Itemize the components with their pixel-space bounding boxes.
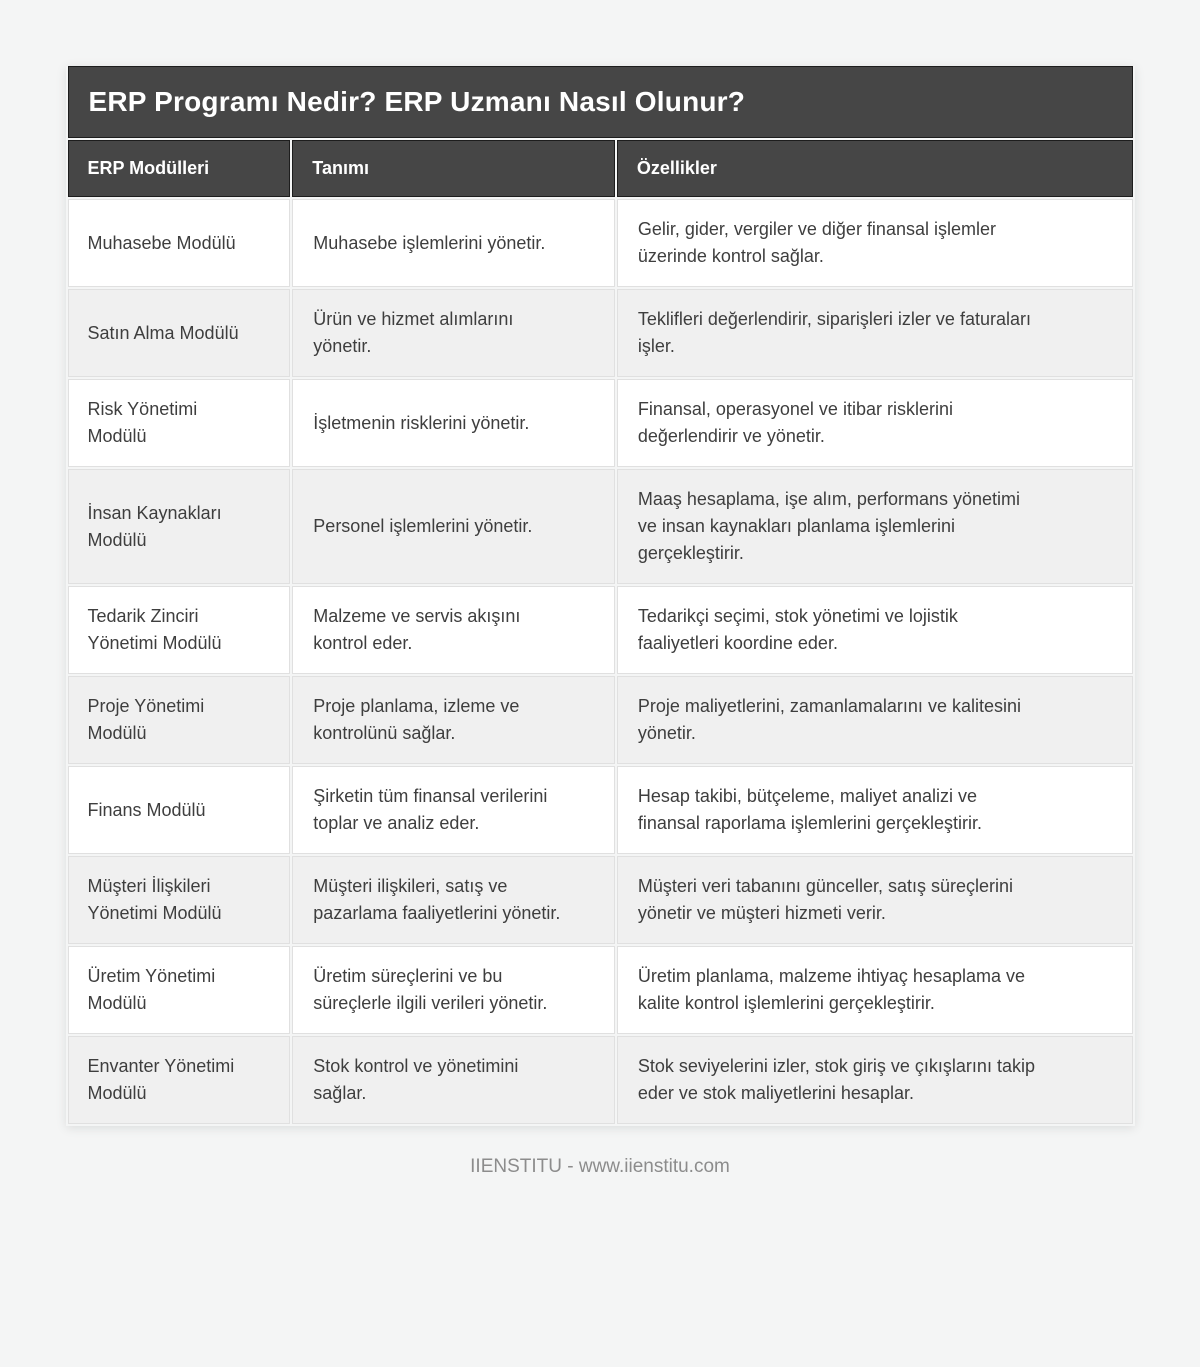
module-cell: Müşteri İlişkileri Yönetimi Modülü (67, 856, 291, 944)
definition-cell: Proje planlama, izleme ve kontrolünü sağ… (292, 676, 615, 764)
table-row: Proje Yönetimi Modülü Proje planlama, iz… (67, 676, 1133, 764)
module-cell: Finans Modülü (67, 766, 291, 854)
definition-cell: Üretim süreçlerini ve bu süreçlerle ilgi… (292, 946, 615, 1034)
features-cell: Finansal, operasyonel ve itibar riskleri… (616, 379, 1133, 467)
module-cell: Satın Alma Modülü (67, 289, 291, 377)
module-cell: İnsan Kaynakları Modülü (67, 469, 291, 584)
table-row: Satın Alma Modülü Ürün ve hizmet alımlar… (67, 289, 1133, 377)
table-row: Risk Yönetimi Modülü İşletmenin riskleri… (67, 379, 1133, 467)
definition-cell: Personel işlemlerini yönetir. (292, 469, 615, 584)
features-cell: Müşteri veri tabanını günceller, satış s… (616, 856, 1133, 944)
table-row: Envanter Yönetimi Modülü Stok kontrol ve… (67, 1036, 1133, 1124)
table-row: Üretim Yönetimi Modülü Üretim süreçlerin… (67, 946, 1133, 1034)
table-row: Müşteri İlişkileri Yönetimi Modülü Müşte… (67, 856, 1133, 944)
module-cell: Muhasebe Modülü (67, 199, 291, 287)
definition-cell: Muhasebe işlemlerini yönetir. (292, 199, 615, 287)
column-header-definition: Tanımı (292, 140, 615, 197)
module-cell: Tedarik Zinciri Yönetimi Modülü (67, 586, 291, 674)
page-title: ERP Programı Nedir? ERP Uzmanı Nasıl Olu… (67, 66, 1133, 138)
definition-cell: Şirketin tüm finansal verilerini toplar … (292, 766, 615, 854)
definition-cell: Stok kontrol ve yönetimini sağlar. (292, 1036, 615, 1124)
definition-cell: İşletmenin risklerini yönetir. (292, 379, 615, 467)
table-row: Tedarik Zinciri Yönetimi Modülü Malzeme … (67, 586, 1133, 674)
module-cell: Envanter Yönetimi Modülü (67, 1036, 291, 1124)
definition-cell: Ürün ve hizmet alımlarını yönetir. (292, 289, 615, 377)
features-cell: Hesap takibi, bütçeleme, maliyet analizi… (616, 766, 1133, 854)
features-cell: Gelir, gider, vergiler ve diğer finansal… (616, 199, 1133, 287)
features-cell: Tedarikçi seçimi, stok yönetimi ve lojis… (616, 586, 1133, 674)
table-row: Muhasebe Modülü Muhasebe işlemlerini yön… (67, 199, 1133, 287)
module-cell: Üretim Yönetimi Modülü (67, 946, 291, 1034)
table-row: Finans Modülü Şirketin tüm finansal veri… (67, 766, 1133, 854)
features-cell: Proje maliyetlerini, zamanlamalarını ve … (616, 676, 1133, 764)
module-cell: Proje Yönetimi Modülü (67, 676, 291, 764)
definition-cell: Müşteri ilişkileri, satış ve pazarlama f… (292, 856, 615, 944)
footer-credit: IIENSTITU - www.iienstitu.com (470, 1156, 730, 1177)
column-header-modules: ERP Modülleri (67, 140, 291, 197)
column-header-features: Özellikler (616, 140, 1133, 197)
features-cell: Stok seviyelerini izler, stok giriş ve ç… (616, 1036, 1133, 1124)
erp-modules-table: ERP Modülleri Tanımı Özellikler Muhasebe… (66, 138, 1135, 1126)
features-cell: Teklifleri değerlendirir, siparişleri iz… (616, 289, 1133, 377)
header-row: ERP Modülleri Tanımı Özellikler (67, 140, 1133, 197)
table-row: İnsan Kaynakları Modülü Personel işlemle… (67, 469, 1133, 584)
module-cell: Risk Yönetimi Modülü (67, 379, 291, 467)
features-cell: Maaş hesaplama, işe alım, performans yön… (616, 469, 1133, 584)
erp-table-card: ERP Programı Nedir? ERP Uzmanı Nasıl Olu… (66, 66, 1135, 1126)
definition-cell: Malzeme ve servis akışını kontrol eder. (292, 586, 615, 674)
features-cell: Üretim planlama, malzeme ihtiyaç hesapla… (616, 946, 1133, 1034)
